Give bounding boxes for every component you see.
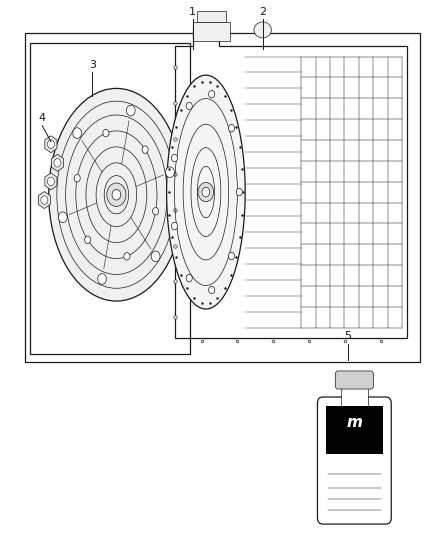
Circle shape (229, 252, 234, 260)
Circle shape (73, 128, 81, 139)
Polygon shape (45, 173, 57, 190)
Bar (197, 11, 226, 22)
Circle shape (74, 174, 80, 182)
Ellipse shape (254, 22, 272, 38)
Circle shape (142, 146, 148, 154)
Circle shape (124, 253, 130, 260)
Bar (30, 43, 190, 354)
Circle shape (151, 251, 160, 262)
Polygon shape (38, 191, 50, 208)
Circle shape (54, 159, 61, 167)
Circle shape (166, 167, 174, 177)
Text: m: m (346, 415, 362, 430)
FancyBboxPatch shape (335, 371, 374, 389)
Circle shape (47, 140, 54, 149)
Polygon shape (51, 155, 64, 171)
Text: 3: 3 (89, 60, 96, 70)
Circle shape (58, 212, 67, 223)
Text: 2: 2 (259, 6, 266, 17)
Circle shape (41, 196, 48, 204)
Circle shape (186, 274, 192, 282)
FancyBboxPatch shape (318, 397, 391, 524)
Polygon shape (45, 136, 57, 153)
Bar (326, 406, 382, 454)
Ellipse shape (49, 88, 184, 301)
Circle shape (186, 102, 192, 110)
Circle shape (208, 286, 215, 294)
Ellipse shape (166, 75, 245, 309)
Bar (193, 22, 230, 41)
Circle shape (85, 236, 91, 244)
Circle shape (171, 155, 177, 162)
Text: 4: 4 (39, 113, 46, 123)
Bar (341, 386, 367, 406)
Circle shape (171, 222, 177, 230)
Circle shape (208, 91, 215, 98)
Circle shape (229, 124, 234, 132)
Circle shape (112, 189, 121, 200)
Circle shape (107, 183, 126, 206)
Circle shape (202, 187, 210, 197)
Circle shape (103, 130, 109, 137)
Text: 1: 1 (189, 6, 196, 17)
Circle shape (152, 207, 159, 215)
Circle shape (236, 188, 242, 196)
Circle shape (127, 105, 135, 116)
Text: 5: 5 (344, 331, 351, 341)
Circle shape (47, 177, 54, 185)
Circle shape (98, 273, 106, 284)
Circle shape (198, 182, 214, 201)
Bar (25, 33, 420, 362)
